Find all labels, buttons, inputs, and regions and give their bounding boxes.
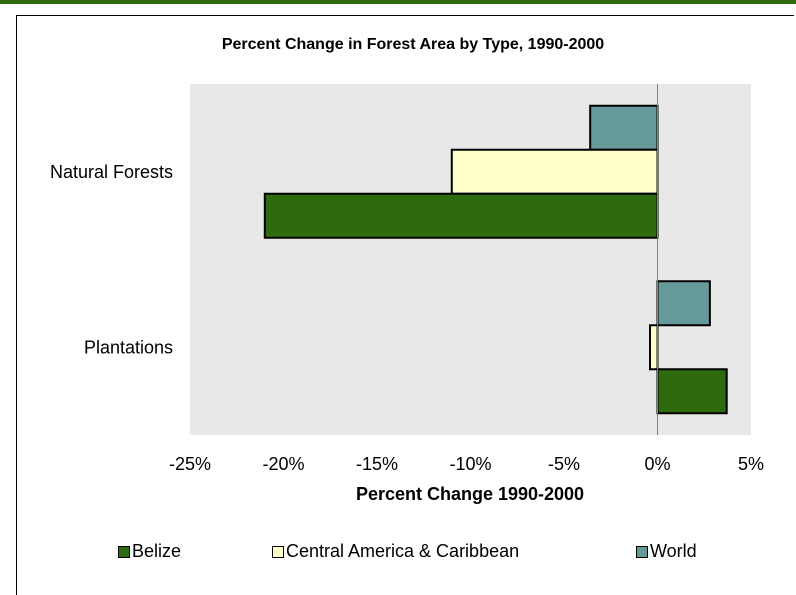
top-rule [0, 0, 796, 4]
x-tick-label: -5% [548, 454, 580, 474]
legend-item-world: World [636, 541, 697, 562]
legend-swatch-central-america [272, 545, 284, 558]
x-tick-label: -15% [356, 454, 398, 474]
legend-item-central-america: Central America & Caribbean [272, 541, 519, 562]
legend-item-belize: Belize [118, 541, 181, 562]
bar-belize-natural-forests [263, 192, 659, 239]
x-tick-label: 5% [738, 454, 764, 474]
bar-belize-plantations [656, 368, 728, 415]
bar-world-natural-forests [589, 104, 659, 151]
x-tick-label: -25% [169, 454, 211, 474]
bar-central-america-caribbean-plantations [649, 324, 659, 371]
category-label-plantations: Plantations [84, 337, 173, 357]
chart-title: Percent Change in Forest Area by Type, 1… [221, 36, 605, 53]
legend: Belize Central America & Caribbean World [0, 541, 796, 565]
legend-label-world: World [650, 541, 697, 561]
legend-label-belize: Belize [132, 541, 182, 561]
bar-central-america-caribbean-natural-forests [450, 148, 659, 195]
bar-world-plantations [656, 280, 711, 327]
chart-frame [16, 15, 794, 595]
legend-swatch-belize [118, 545, 130, 558]
legend-swatch-world [636, 545, 648, 558]
x-tick-label: 0% [644, 454, 670, 474]
legend-label-central-america: Central America & Caribbean [286, 541, 520, 561]
x-tick-label: -10% [449, 454, 491, 474]
category-label-natural-forests: Natural Forests [50, 162, 173, 182]
x-tick-label: -20% [262, 454, 304, 474]
x-axis-title: Percent Change 1990-2000 [355, 484, 585, 504]
